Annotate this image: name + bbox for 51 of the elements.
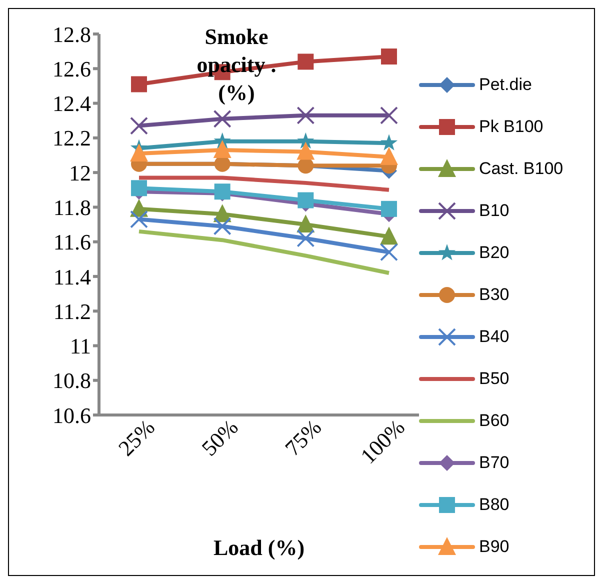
y-tick-label: 12.2 bbox=[52, 126, 91, 151]
x-tick-label: 25% bbox=[113, 414, 160, 461]
point bbox=[381, 200, 397, 217]
legend-label: B50 bbox=[479, 369, 510, 389]
point bbox=[213, 110, 232, 128]
legend-label: B20 bbox=[479, 243, 510, 263]
point bbox=[380, 146, 398, 165]
line-series bbox=[137, 229, 391, 275]
point bbox=[380, 134, 398, 150]
y-tick-label: 11.6 bbox=[53, 230, 91, 255]
legend-label: B80 bbox=[479, 495, 510, 515]
legend-label: Pet.die bbox=[479, 75, 532, 95]
legend-label: B30 bbox=[479, 285, 510, 305]
legend-label: B60 bbox=[479, 411, 510, 431]
point bbox=[381, 48, 397, 65]
y-tick-label: 10.6 bbox=[52, 402, 91, 428]
y-tick-label: 11.2 bbox=[53, 298, 91, 324]
point bbox=[297, 132, 314, 149]
point bbox=[296, 214, 315, 232]
point bbox=[130, 143, 148, 162]
x-axis-title: Load (%) bbox=[213, 535, 305, 560]
point bbox=[380, 243, 398, 262]
y-tick-label: 12.4 bbox=[52, 91, 91, 116]
point bbox=[380, 106, 398, 124]
y-tick-label: 10.8 bbox=[52, 368, 91, 394]
legend-label: B10 bbox=[479, 201, 510, 221]
y-tick-label: 12.8 bbox=[52, 22, 91, 47]
legend-label: B90 bbox=[479, 537, 510, 557]
legend-label: B40 bbox=[479, 327, 510, 347]
y-tick-label: 11.8 bbox=[53, 194, 91, 220]
point bbox=[296, 106, 315, 124]
point bbox=[380, 226, 398, 245]
legend-label: Cast. B100 bbox=[479, 159, 564, 179]
point bbox=[130, 116, 148, 135]
x-tick-label: 75% bbox=[280, 414, 326, 461]
point bbox=[130, 210, 148, 228]
x-tick-label: 50% bbox=[196, 414, 243, 461]
point bbox=[298, 192, 314, 208]
point bbox=[213, 217, 232, 236]
legend-label: Pk B100 bbox=[479, 117, 544, 137]
y-tick-label: 11.4 bbox=[53, 264, 91, 290]
legend-label: B70 bbox=[479, 453, 510, 473]
point bbox=[296, 142, 315, 160]
point bbox=[296, 229, 315, 248]
point bbox=[131, 76, 147, 92]
y-tick-label: 12.6 bbox=[52, 56, 91, 82]
point bbox=[213, 140, 232, 158]
point bbox=[131, 180, 147, 196]
point bbox=[298, 54, 314, 70]
y-tick-label: 11 bbox=[70, 334, 91, 359]
y-tick-label: 12 bbox=[69, 160, 91, 186]
